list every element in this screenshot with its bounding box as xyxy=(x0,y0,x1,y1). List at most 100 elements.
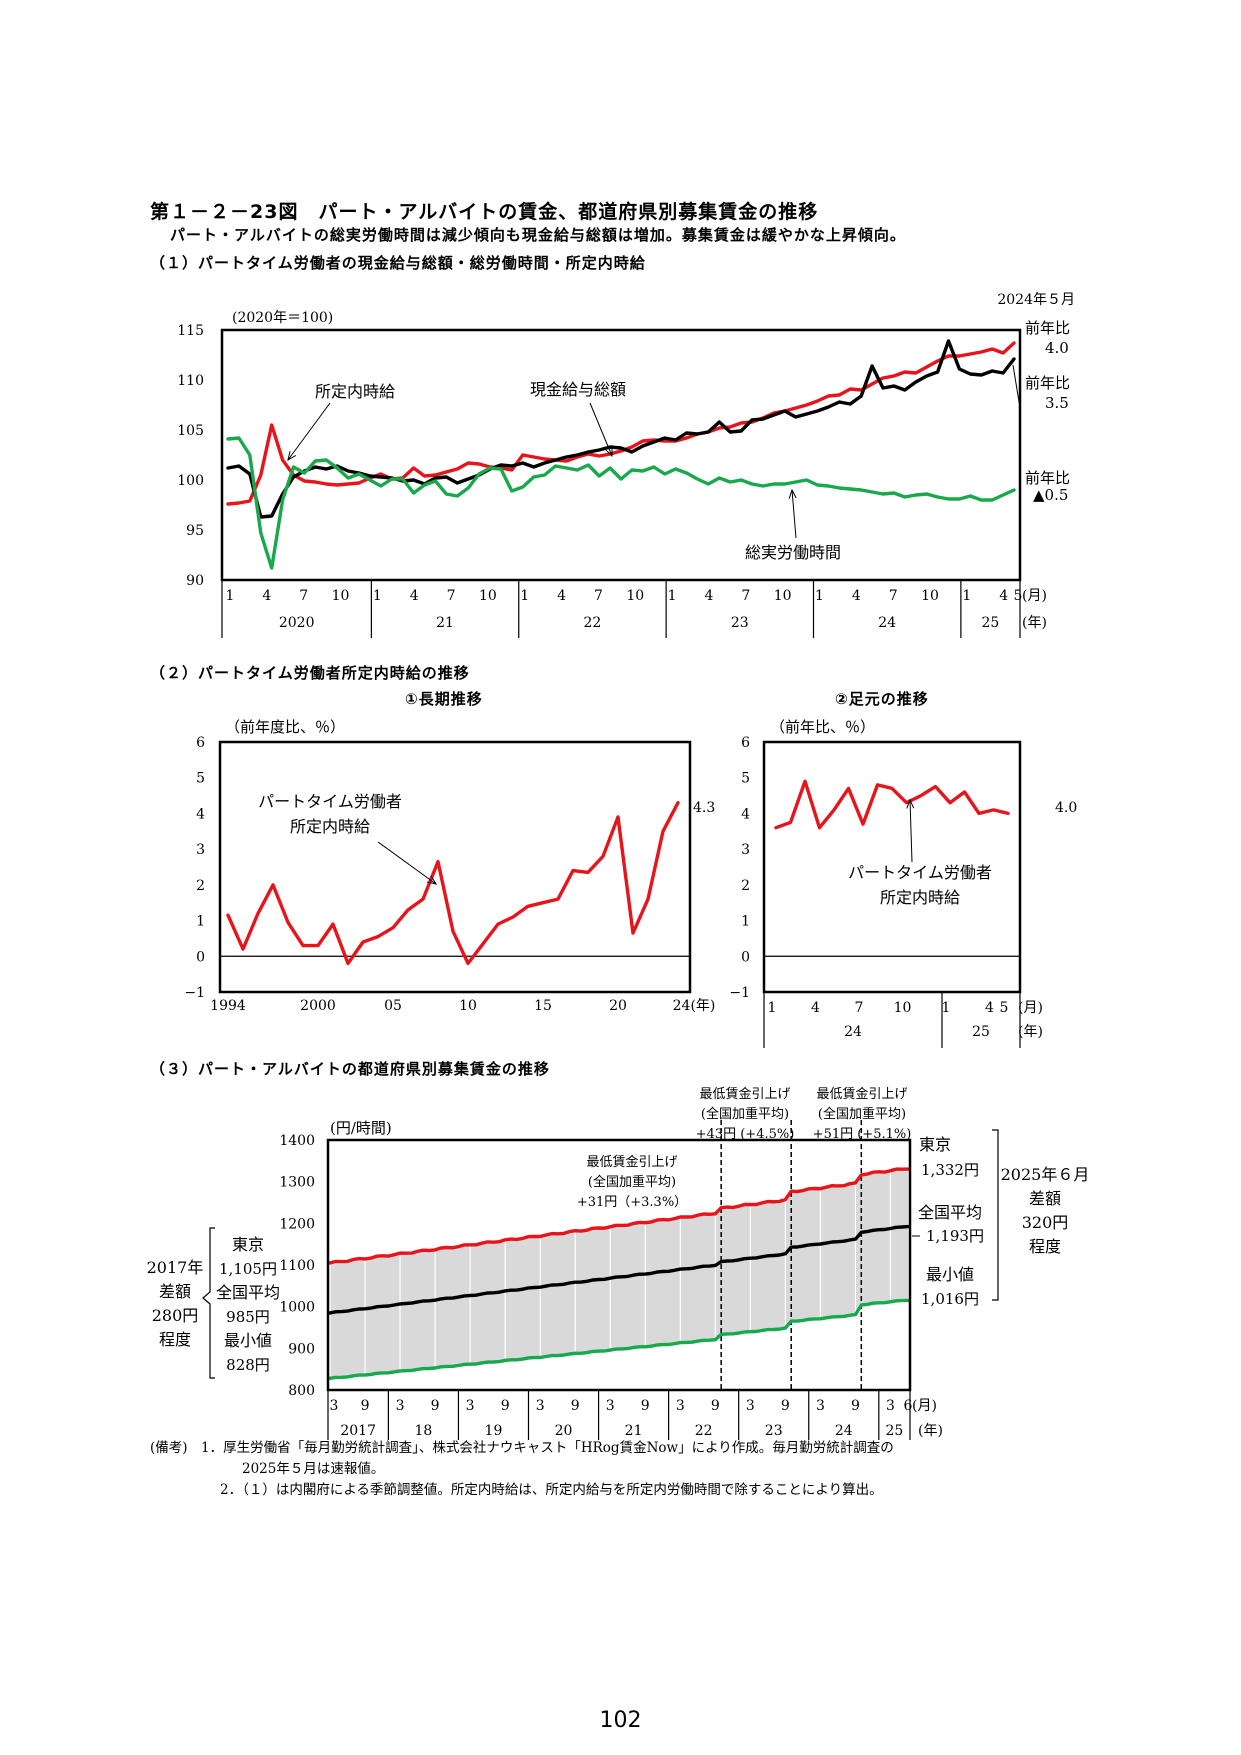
x-tick-label: 1 xyxy=(768,1000,777,1016)
right-tokyo-value: 1,332円 xyxy=(921,1161,979,1179)
x-tick-label: 5 xyxy=(1000,1000,1009,1016)
series-label-2b: パートタイム労働者 xyxy=(848,863,992,882)
x-tick-label: 7 xyxy=(855,1000,864,1016)
section-2b-title: ②足元の推移 xyxy=(835,690,929,708)
x-tick-label: 20 xyxy=(609,998,627,1014)
x-tick-label: 9 xyxy=(501,1398,510,1414)
section-3-title: （３）パート・アルバイトの都道府県別募集賃金の推移 xyxy=(150,1060,550,1078)
series-arrow-2b xyxy=(909,799,913,863)
working-hours-arrow xyxy=(791,489,797,539)
year-label: 25 xyxy=(885,1423,903,1439)
x-tick-label: 3 xyxy=(466,1398,475,1414)
plot-frame-3 xyxy=(326,1138,912,1392)
y-tick-label: 5 xyxy=(741,771,750,787)
x-tick-label: 9 xyxy=(431,1398,440,1414)
figure-subtitle: パート・アルバイトの総実労働時間は減少傾向も現金給与総額は増加。募集賃金は緩やか… xyxy=(170,226,906,244)
x-tick-label: 1994 xyxy=(210,998,246,1014)
national-average-line xyxy=(328,1224,910,1315)
x-tick-label: 5 xyxy=(1014,588,1023,604)
yoy-label-2: 前年比 xyxy=(1025,374,1070,392)
month-unit: (月) xyxy=(912,1398,937,1414)
left-min-label: 最小値 xyxy=(224,1331,272,1350)
y-tick-label: 2 xyxy=(196,878,205,894)
y-tick-label: 5 xyxy=(196,771,205,787)
min-wage-event-label: +51円 (+5.1%) xyxy=(813,1127,912,1142)
x-tick-label: 9 xyxy=(851,1398,860,1414)
x-tick-label: 9 xyxy=(361,1398,370,1414)
x-tick-label: 4 xyxy=(811,1000,820,1016)
year-label: 24 xyxy=(878,615,896,631)
min-wage-event-label: 最低賃金引上げ xyxy=(699,1086,790,1102)
min-wage-event-label: +31円（+3.3%） xyxy=(577,1195,687,1210)
x-tick-label: 4 xyxy=(262,588,271,604)
month-unit: (月) xyxy=(1022,588,1047,604)
cash-earnings-arrow-head xyxy=(605,446,613,458)
chart-3-recruitment-wages: 1400 1300 1200 1100 1000 900 800 (円/時間) 3 9 3 9 3 9 3 9… xyxy=(147,1086,1090,1440)
working-hours-label: 総実労働時間 xyxy=(745,543,841,562)
year-label: 24 xyxy=(844,1024,862,1040)
figure-title: 第１－２－23図 パート・アルバイトの賃金、都道府県別募集賃金の推移 xyxy=(150,201,819,223)
notes: (備考) 1．厚生労働省「毎月勤労統計調査」、株式会社ナウキャスト「HRog賃金… xyxy=(150,1438,894,1501)
plot-frame-2a xyxy=(218,740,692,994)
yoy-label-1: 前年比 xyxy=(1025,319,1070,337)
year-label: 23 xyxy=(765,1423,783,1439)
y-tick-label: 3 xyxy=(741,842,750,858)
year-label: 18 xyxy=(415,1423,433,1439)
section-1-title: （１）パートタイム労働者の現金給与総額・総労働時間・所定内時給 xyxy=(150,254,646,272)
series-label-2b-2: 所定内時給 xyxy=(880,888,960,907)
yoy-value-2: 3.5 xyxy=(1045,394,1069,412)
note-1-cont: 2025年５月は速報値。 xyxy=(242,1461,385,1477)
y-tick-label: 105 xyxy=(177,423,204,439)
hourly-wage-label: 所定内時給 xyxy=(315,382,395,401)
range-band xyxy=(330,1169,908,1379)
x-tick-label: 9 xyxy=(781,1398,790,1414)
x-tick-label: 6 xyxy=(904,1398,913,1414)
left-avg-label: 全国平均 xyxy=(216,1283,280,1302)
right-avg-label: 全国平均 xyxy=(918,1203,982,1222)
x-tick-label: 3 xyxy=(536,1398,545,1414)
right-min-value: 1,016円 xyxy=(921,1290,979,1308)
x-tick-label: 10 xyxy=(332,588,350,604)
y-tick-label: 0 xyxy=(741,949,750,965)
plot-frame-2b xyxy=(762,740,1022,994)
x-tick-label: 3 xyxy=(330,1398,339,1414)
x-tick-label: 7 xyxy=(299,588,308,604)
min-wage-event-label: 最低賃金引上げ xyxy=(586,1154,677,1170)
y-tick-label: 800 xyxy=(288,1383,315,1399)
y-tick-label: −1 xyxy=(184,985,205,1001)
x-tick-label: 15 xyxy=(534,998,552,1014)
x-tick-label: 10 xyxy=(774,588,792,604)
x-tick-label: 7 xyxy=(447,588,456,604)
min-wage-event-label: (全国加重平均) xyxy=(588,1174,676,1190)
yoy-value-1: 4.0 xyxy=(1045,339,1069,357)
left-tokyo-label: 東京 xyxy=(232,1235,264,1254)
year-label: 22 xyxy=(584,615,602,631)
x-tick-label: 7 xyxy=(889,588,898,604)
hourly-wage-recent-line xyxy=(774,779,1010,830)
right-year: 2025年６月 xyxy=(1001,1165,1090,1184)
year-label: 2017 xyxy=(340,1423,376,1439)
y-tick-label: 1 xyxy=(196,914,205,930)
yoy-leader xyxy=(1012,364,1021,409)
x-tick-label: 4 xyxy=(985,1000,994,1016)
unit-label: (2020年＝100) xyxy=(232,310,333,326)
year-label: 2020 xyxy=(279,615,315,631)
y-tick-label: 6 xyxy=(741,735,750,751)
working-hours-arrow-head xyxy=(788,488,797,499)
yoy-label-3: 前年比 xyxy=(1025,469,1070,487)
cash-earnings-arrow xyxy=(589,402,613,457)
hourly-wage-arrow xyxy=(287,402,331,461)
y-tick-label: 1400 xyxy=(279,1133,315,1149)
left-amount: 280円 xyxy=(152,1306,199,1325)
x-tick-label: 1 xyxy=(226,588,235,604)
right-bracket xyxy=(992,1129,999,1301)
x-tick-label: 05 xyxy=(384,998,402,1014)
end-value-2a: 4.3 xyxy=(693,800,715,816)
x-tick-label: 1 xyxy=(815,588,824,604)
note-1: (備考) 1．厚生労働省「毎月勤労統計調査」、株式会社ナウキャスト「HRog賃金… xyxy=(150,1440,894,1456)
year-unit: (年) xyxy=(1022,615,1047,631)
y-tick-label: 2 xyxy=(741,878,750,894)
x-tick-label: 4 xyxy=(999,588,1008,604)
x-tick-label: 4 xyxy=(410,588,419,604)
